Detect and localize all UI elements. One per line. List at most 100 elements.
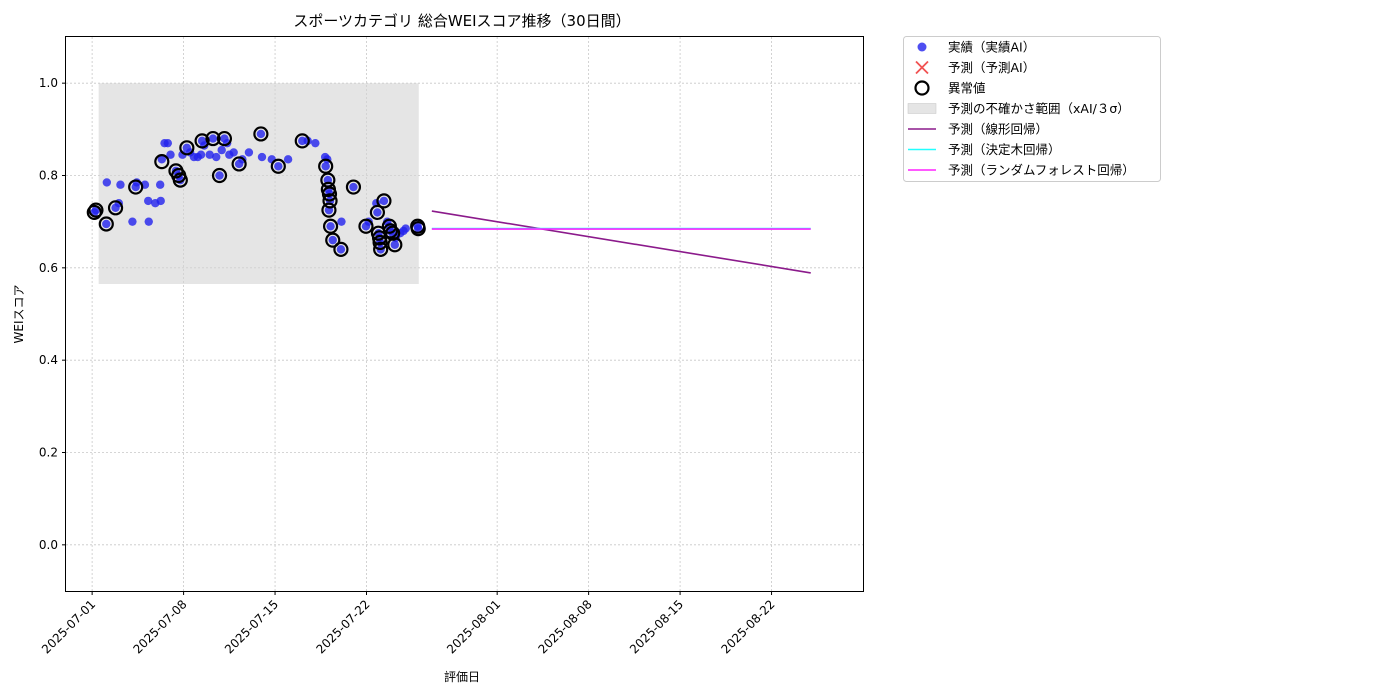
y-axis-ticks: 0.0 0.2 0.4 0.6 0.8 1.0: [39, 76, 66, 552]
actual-point: [326, 222, 335, 231]
anomaly-marker: [325, 232, 341, 248]
legend-label-forest: 予測（ランダムフォレスト回帰）: [948, 163, 1135, 178]
uncertainty-band: [98, 83, 419, 284]
actual-point: [267, 155, 276, 164]
anomaly-marker: [318, 158, 334, 174]
actual-point: [274, 162, 283, 171]
actual-point: [102, 219, 111, 229]
actual-point: [156, 196, 165, 206]
actual-point: [414, 224, 423, 233]
actual-point: [229, 148, 238, 157]
plot-frame: [65, 36, 864, 592]
anomaly-marker: [88, 202, 104, 218]
y-tick-label: 0.2: [39, 446, 58, 460]
x-tick-label: 2025-07-08: [130, 597, 189, 656]
anomaly-marker: [205, 130, 221, 147]
x-tick-label: 2025-08-08: [536, 597, 595, 656]
legend-label-tree: 予測（決定木回帰）: [948, 142, 1061, 157]
actual-point: [208, 134, 218, 143]
anomaly-marker: [372, 234, 388, 251]
anomaly-marker: [376, 193, 392, 209]
anomaly-marker: [270, 158, 286, 174]
actual-point: [144, 196, 153, 206]
actual-point: [311, 138, 320, 148]
legend-label-actual: 実績（実績AI）: [948, 40, 1035, 55]
actual-point: [215, 171, 224, 180]
actual-point: [196, 150, 206, 159]
actual-point: [373, 208, 382, 217]
actual-point: [178, 150, 187, 159]
anomaly-marker: [294, 133, 310, 149]
anomaly-marker: [410, 220, 426, 237]
anomaly-marker: [321, 202, 337, 218]
actual-point: [163, 138, 173, 148]
anomaly-marker: [373, 241, 389, 257]
anomaly-marker: [179, 140, 195, 156]
x-axis-title: 評価日: [444, 669, 480, 684]
anomaly-marker: [216, 130, 233, 147]
actual-point: [157, 155, 167, 164]
legend-swatch-band: [907, 103, 937, 114]
actual-point: [244, 148, 254, 157]
x-tick-label: 2025-07-01: [39, 597, 98, 656]
actual-point: [257, 152, 267, 162]
forecast-lines-layer: [431, 210, 811, 274]
anomaly-marker: [128, 179, 144, 195]
anomaly-marker: [369, 204, 385, 221]
actual-point: [116, 180, 125, 189]
y-tick-label: 1.0: [39, 76, 58, 90]
anomaly-marker: [154, 154, 170, 170]
anomaly-marker: [387, 237, 403, 253]
anomaly-marker: [211, 167, 228, 184]
anomaly-marker: [172, 172, 188, 188]
legend-swatch-predicted-ai: [915, 60, 929, 75]
actual-point: [283, 155, 293, 164]
legend-label-predicted_ai: 予測（予測AI）: [948, 60, 1035, 75]
y-tick-label: 0.4: [39, 353, 58, 367]
legend-label-anomaly: 異常値: [948, 81, 986, 96]
x-tick-label: 2025-07-22: [313, 597, 372, 656]
anomaly-marker: [382, 223, 399, 239]
actual-point: [144, 217, 153, 226]
actual-point: [336, 245, 346, 254]
legend-swatch-actual: [917, 42, 927, 52]
anomaly-marker: [358, 218, 374, 234]
actual-point: [379, 196, 389, 206]
anomaly-marker: [231, 156, 247, 172]
actual-point: [155, 180, 165, 189]
actual-point: [128, 217, 137, 226]
x-tick-label: 2025-08-01: [444, 597, 503, 656]
actual-point: [390, 240, 400, 249]
anomaly-markers-layer: [86, 126, 426, 257]
uncertainty-band-layer: [98, 83, 419, 284]
legend-label-band: 予測の不確かさ範囲（xAI/３σ）: [948, 101, 1130, 116]
actual-point: [217, 145, 226, 155]
x-tick-label: 2025-07-15: [222, 597, 281, 656]
anomaly-marker: [194, 133, 210, 149]
legend-swatch-anomaly: [914, 80, 930, 96]
y-tick-label: 0.0: [39, 538, 58, 552]
anomaly-marker: [345, 179, 362, 195]
anomaly-marker: [107, 200, 124, 216]
forecast-line-linear: [431, 210, 811, 274]
anomaly-marker: [253, 126, 269, 142]
anomaly-marker: [98, 216, 114, 232]
anomaly-marker: [333, 241, 349, 257]
actual-point: [166, 150, 175, 159]
x-tick-label: 2025-08-15: [627, 597, 686, 656]
anomaly-marker: [322, 193, 338, 209]
actual-point: [205, 150, 214, 159]
anomaly-marker: [322, 218, 339, 234]
y-tick-label: 0.6: [39, 261, 58, 275]
actual-point: [328, 235, 337, 245]
legend-label-linear: 予測（線形回帰）: [948, 122, 1048, 137]
y-tick-label: 0.8: [39, 169, 58, 183]
anomaly-marker: [321, 186, 338, 202]
x-axis-ticks: 2025-07-01 2025-07-08 2025-07-15 2025-07-22…: [39, 591, 778, 656]
actual-point: [102, 178, 112, 187]
x-tick-label: 2025-08-22: [718, 597, 777, 656]
actual-point: [212, 152, 221, 162]
legend-frame: [903, 36, 1161, 182]
